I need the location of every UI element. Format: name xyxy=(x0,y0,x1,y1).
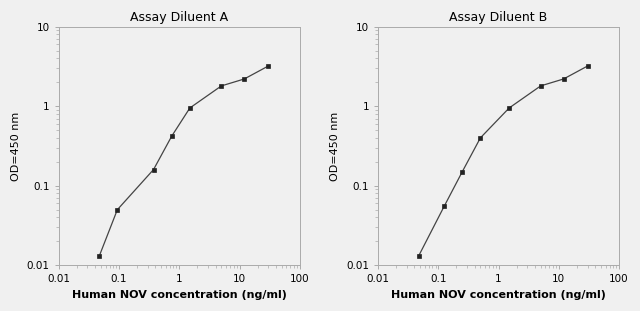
X-axis label: Human NOV concentration (ng/ml): Human NOV concentration (ng/ml) xyxy=(72,290,287,300)
Y-axis label: OD=450 nm: OD=450 nm xyxy=(330,111,340,181)
Y-axis label: OD=450 nm: OD=450 nm xyxy=(11,111,21,181)
Title: Assay Diluent B: Assay Diluent B xyxy=(449,11,548,24)
X-axis label: Human NOV concentration (ng/ml): Human NOV concentration (ng/ml) xyxy=(391,290,606,300)
Title: Assay Diluent A: Assay Diluent A xyxy=(130,11,228,24)
